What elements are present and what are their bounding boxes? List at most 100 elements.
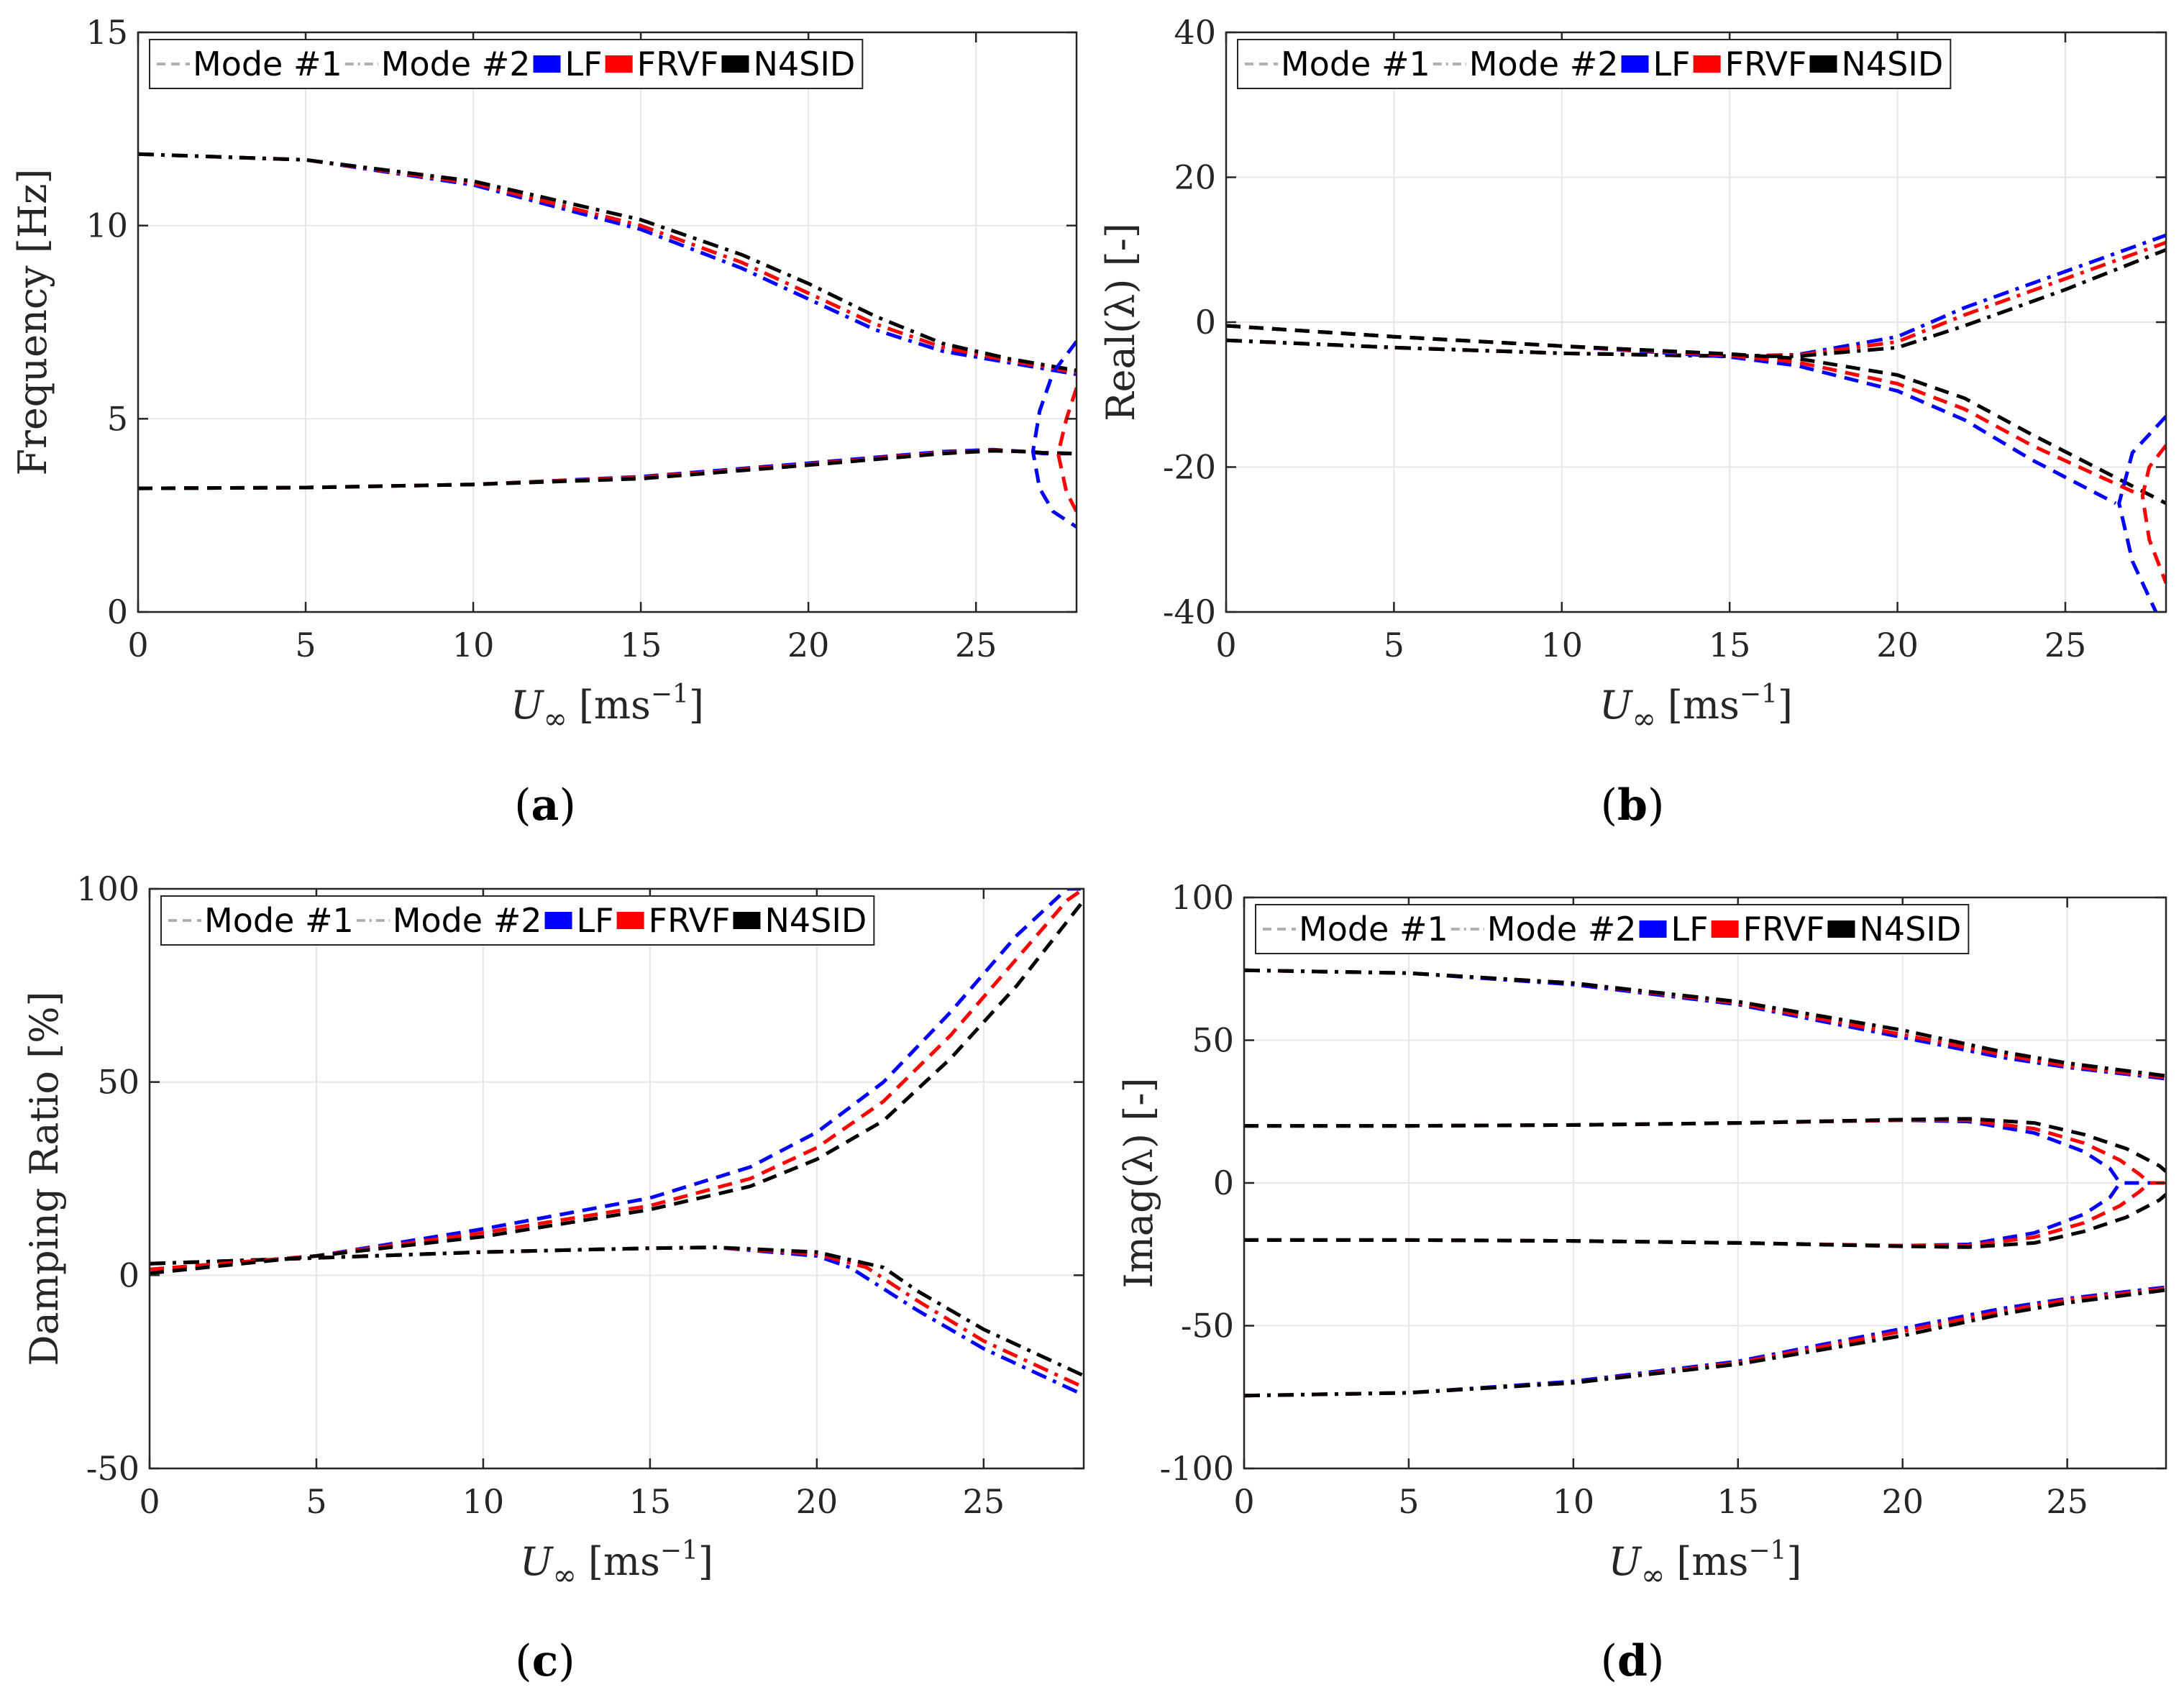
x-tick-label: 10 bbox=[462, 1482, 505, 1521]
legend-swatch-frvf bbox=[1693, 55, 1721, 73]
series-group bbox=[138, 152, 1077, 529]
legend-swatch-lf bbox=[1639, 920, 1667, 938]
axes-box bbox=[148, 887, 1085, 1470]
series-line-n4sid-mode2 bbox=[1226, 324, 2166, 506]
caption-letter: a bbox=[531, 780, 559, 831]
x-tick-label: 15 bbox=[620, 626, 662, 664]
x-label-unit: [ms bbox=[588, 1539, 660, 1584]
caption-open: ( bbox=[514, 780, 531, 831]
x-tick-label: 10 bbox=[1541, 626, 1584, 664]
legend-label: FRVF bbox=[1725, 45, 1807, 83]
x-label-symbol: U bbox=[511, 682, 544, 728]
legend-label: Mode #1 bbox=[1281, 45, 1430, 83]
series-group bbox=[150, 889, 1084, 1397]
panel-a: 0 5 10 15 20 25 0 5 10 15 U∞ [ms−1] Frequency [Hz] Mo… bbox=[10, 13, 1078, 831]
legend-label: Mode #1 bbox=[193, 45, 342, 83]
legend-label: Mode #2 bbox=[1487, 910, 1637, 949]
y-axis-label: Imag(λ) [-] bbox=[1116, 1077, 1161, 1288]
legend-swatch-lf bbox=[544, 912, 572, 929]
series-line-lf-mode2 bbox=[2117, 415, 2166, 612]
x-label-close: ] bbox=[1786, 1539, 1801, 1584]
series-group bbox=[1226, 233, 2166, 612]
legend-label: FRVF bbox=[649, 901, 731, 940]
x-tick-label: 25 bbox=[955, 626, 997, 664]
legend-label: Mode #2 bbox=[381, 45, 531, 83]
x-label-subscript: ∞ bbox=[544, 703, 567, 736]
series-line-n4sid-mode2 bbox=[138, 449, 1077, 490]
x-label-exponent: −1 bbox=[660, 1536, 698, 1566]
y-tick-label: 15 bbox=[86, 13, 128, 52]
x-tick-label: 0 bbox=[1233, 1482, 1254, 1521]
x-label-symbol: U bbox=[520, 1539, 554, 1584]
series-line-n4sid-mode1 bbox=[1244, 968, 2166, 1078]
series-line-frvf-mode2 bbox=[138, 448, 1077, 490]
x-label-subscript: ∞ bbox=[1632, 703, 1656, 736]
legend-label: LF bbox=[1653, 45, 1691, 83]
caption-close: ) bbox=[1648, 780, 1664, 831]
x-tick-label: 25 bbox=[963, 1482, 1005, 1521]
panel-b: 0 5 10 15 20 25 -40 -20 0 20 40 U∞ [ms−1] Real(λ) [-]… bbox=[1098, 13, 2167, 831]
panel-caption: (a) bbox=[514, 780, 576, 831]
series-line-frvf-mode2 bbox=[1244, 1118, 2166, 1185]
legend-swatch-n4sid bbox=[733, 912, 761, 929]
legend: Mode #1 Mode #2 LF FRVF N4SID bbox=[149, 39, 864, 89]
x-tick-label: 5 bbox=[1384, 626, 1404, 664]
y-axis-label: Real(λ) [-] bbox=[1098, 223, 1143, 421]
legend-label: Mode #1 bbox=[1299, 910, 1448, 949]
x-label-symbol: U bbox=[1609, 1539, 1642, 1584]
series-line-lf-mode1 bbox=[138, 152, 1077, 376]
x-tick-label: 0 bbox=[1215, 626, 1236, 664]
x-label-unit: [ms bbox=[1668, 682, 1740, 728]
y-tick-label: 50 bbox=[1192, 1021, 1234, 1060]
y-tick-label: 50 bbox=[97, 1063, 140, 1102]
caption-close: ) bbox=[558, 1636, 575, 1686]
x-label-exponent: −1 bbox=[651, 680, 689, 709]
panel-caption: (b) bbox=[1601, 780, 1665, 831]
series-line-frvf-mode1 bbox=[138, 152, 1077, 375]
caption-letter: c bbox=[532, 1636, 559, 1686]
x-tick-label: 10 bbox=[1553, 1482, 1595, 1521]
x-tick-label: 5 bbox=[306, 1482, 326, 1521]
legend-label: LF bbox=[1671, 910, 1709, 949]
legend-swatch-frvf bbox=[1711, 920, 1739, 938]
caption-close: ) bbox=[559, 780, 575, 831]
x-tick-label: 15 bbox=[1717, 1482, 1760, 1521]
y-tick-label: 5 bbox=[107, 399, 128, 438]
x-axis-label: U∞ [ms−1] bbox=[511, 680, 704, 736]
series-line-frvf-mode2 bbox=[150, 889, 1084, 1271]
x-label-close: ] bbox=[698, 1539, 713, 1584]
caption-open: ( bbox=[1601, 1636, 1617, 1686]
series-line-lf-mode2 bbox=[1244, 1182, 2121, 1248]
x-axis-label: U∞ [ms−1] bbox=[520, 1536, 713, 1592]
y-tick-label: -50 bbox=[86, 1449, 140, 1488]
y-tick-label: 0 bbox=[119, 1256, 140, 1294]
x-tick-label: 25 bbox=[2044, 626, 2087, 664]
y-tick-label: 0 bbox=[107, 593, 128, 631]
legend-label: LF bbox=[577, 901, 614, 940]
series-line-frvf-mode1 bbox=[1226, 240, 2166, 358]
legend-label: N4SID bbox=[1859, 910, 1961, 949]
x-label-subscript: ∞ bbox=[1641, 1559, 1665, 1592]
x-tick-label: 10 bbox=[452, 626, 495, 664]
series-line-n4sid-mode2 bbox=[1244, 1193, 2166, 1249]
axes-box bbox=[137, 31, 1078, 613]
series-line-frvf-mode2 bbox=[2140, 444, 2166, 584]
x-label-exponent: −1 bbox=[1740, 680, 1778, 709]
series-line-lf-mode1 bbox=[150, 1246, 1084, 1397]
y-tick-label: -40 bbox=[1163, 593, 1216, 631]
x-label-subscript: ∞ bbox=[553, 1559, 577, 1592]
legend-swatch-lf bbox=[533, 55, 561, 73]
legend-swatch-lf bbox=[1621, 55, 1649, 73]
series-line-lf-mode2 bbox=[150, 889, 1084, 1271]
x-tick-label: 20 bbox=[796, 1482, 839, 1521]
x-label-unit: [ms bbox=[579, 682, 651, 728]
series-line-frvf-mode1 bbox=[150, 1246, 1084, 1389]
legend-label: LF bbox=[565, 45, 603, 83]
legend-label: FRVF bbox=[1743, 910, 1825, 949]
series-line-lf-mode1 bbox=[1226, 233, 2166, 358]
series-line-frvf-mode2 bbox=[1226, 324, 2144, 498]
legend-swatch-n4sid bbox=[1827, 920, 1855, 938]
legend-label: N4SID bbox=[1841, 45, 1943, 83]
legend-label: N4SID bbox=[764, 901, 867, 940]
